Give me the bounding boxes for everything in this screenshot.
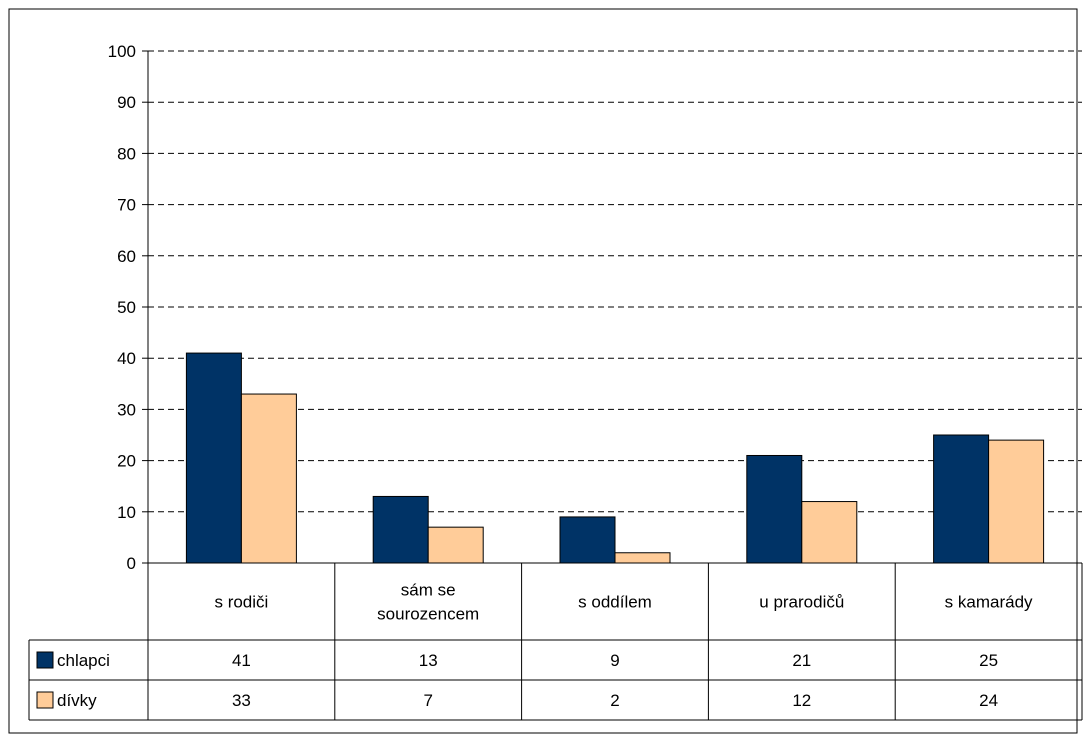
data-label-dívky-0: 33 bbox=[232, 691, 251, 710]
chart-border bbox=[8, 8, 1078, 734]
y-tick-label: 80 bbox=[117, 144, 136, 163]
bar-dívky-3 bbox=[801, 501, 858, 564]
y-tick-label: 30 bbox=[117, 400, 136, 419]
bar-chlapci-4 bbox=[933, 434, 990, 564]
bar-chlapci-1 bbox=[372, 495, 429, 564]
x-category-label: u prarodičů bbox=[759, 593, 844, 612]
x-category-label: sám se bbox=[401, 581, 456, 600]
legend-key-dívky bbox=[36, 691, 54, 709]
data-label-chlapci-0: 41 bbox=[232, 651, 251, 670]
data-label-chlapci-2: 9 bbox=[610, 651, 619, 670]
y-tick-label: 20 bbox=[117, 452, 136, 471]
x-category-label: s kamarády bbox=[945, 593, 1033, 612]
x-category-label: s rodiči bbox=[214, 593, 268, 612]
data-label-chlapci-3: 21 bbox=[792, 651, 811, 670]
y-tick-label: 10 bbox=[117, 503, 136, 522]
y-tick-label: 70 bbox=[117, 196, 136, 215]
y-tick-label: 90 bbox=[117, 93, 136, 112]
data-label-chlapci-4: 25 bbox=[979, 651, 998, 670]
legend-key-chlapci bbox=[36, 651, 54, 669]
bar-dívky-4 bbox=[988, 439, 1045, 564]
data-label-dívky-1: 7 bbox=[423, 691, 432, 710]
bar-dívky-2 bbox=[614, 552, 671, 564]
data-label-dívky-3: 12 bbox=[792, 691, 811, 710]
x-category-label: s oddílem bbox=[578, 593, 652, 612]
y-tick-label: 0 bbox=[127, 554, 136, 573]
bars-group bbox=[185, 352, 1045, 564]
x-category-label: sourozencem bbox=[377, 605, 479, 624]
bar-chlapci-2 bbox=[559, 516, 616, 564]
y-axis-ticks: 0 10 20 30 40 50 60 70 80 90 100 bbox=[108, 42, 148, 573]
legend-entry-dívky: dívky bbox=[57, 691, 97, 710]
y-tick-label: 60 bbox=[117, 247, 136, 266]
y-tick-label: 100 bbox=[108, 42, 136, 61]
bar-dívky-1 bbox=[427, 526, 484, 564]
data-label-dívky-4: 24 bbox=[979, 691, 998, 710]
bar-dívky-0 bbox=[240, 393, 297, 564]
gridlines bbox=[148, 50, 1082, 513]
axes-group bbox=[142, 51, 1082, 720]
data-label-chlapci-1: 13 bbox=[419, 651, 438, 670]
data-label-dívky-2: 2 bbox=[610, 691, 619, 710]
legend-entry-chlapci: chlapci bbox=[57, 651, 110, 670]
bar-chlapci-0 bbox=[185, 352, 242, 564]
y-tick-label: 40 bbox=[117, 349, 136, 368]
data-table: s rodiči sám se sourozencem s oddílem u prar… bbox=[28, 563, 1083, 721]
y-tick-label: 50 bbox=[117, 298, 136, 317]
bar-chlapci-3 bbox=[746, 454, 803, 564]
